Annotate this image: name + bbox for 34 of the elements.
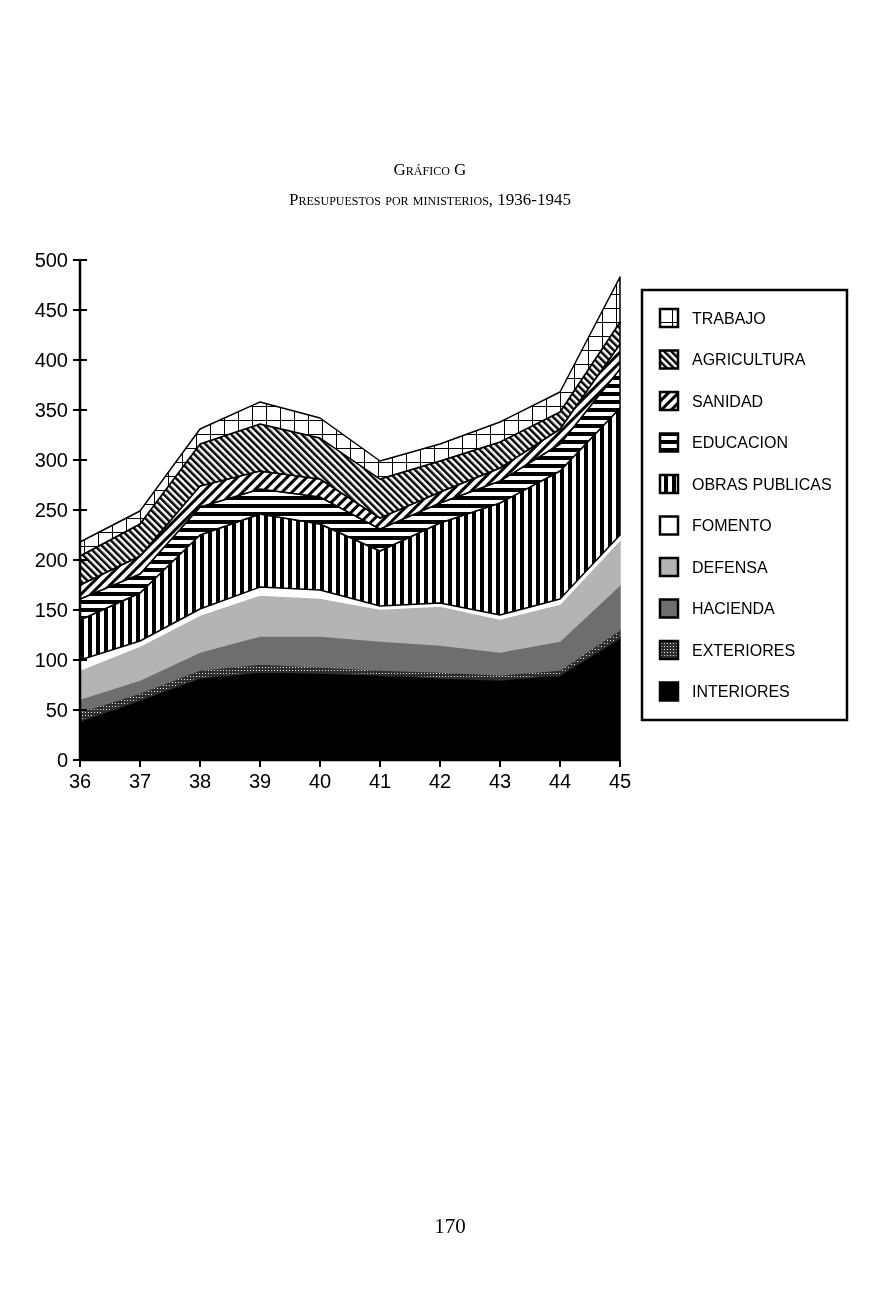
x-tick-label: 38 xyxy=(188,770,212,792)
text: 170 xyxy=(434,1214,466,1238)
x-tick-label: 37 xyxy=(128,770,152,792)
y-tick-label: 450 xyxy=(34,299,68,321)
x-tick-label: 36 xyxy=(68,770,92,792)
chart-subtitle: Presupuestos por ministerios, 1936-1945 xyxy=(289,190,571,209)
legend-label: AGRICULTURA xyxy=(692,351,806,369)
legend-label: EXTERIORES xyxy=(692,641,796,659)
chart-title: Gráfico G xyxy=(393,160,467,179)
legend-label: FOMENTO xyxy=(692,517,772,535)
y-tick-label: 300 xyxy=(34,449,68,471)
legend-label: OBRAS PUBLICAS xyxy=(692,475,832,493)
legend-label: SANIDAD xyxy=(692,392,764,410)
y-tick-label: 0 xyxy=(56,749,68,771)
x-tick-label: 39 xyxy=(248,770,272,792)
y-tick-label: 400 xyxy=(34,349,68,371)
x-tick-label: 44 xyxy=(548,770,572,792)
y-tick-label: 350 xyxy=(34,399,68,421)
x-tick-label: 42 xyxy=(428,770,452,792)
y-tick-label: 500 xyxy=(34,249,68,271)
legend-label: TRABAJO xyxy=(692,309,766,327)
legend-label: HACIENDA xyxy=(692,600,776,618)
legend-label: DEFENSA xyxy=(692,558,768,576)
y-tick-label: 200 xyxy=(34,549,68,571)
x-tick-label: 40 xyxy=(308,770,332,792)
y-tick-label: 100 xyxy=(34,649,68,671)
x-tick-label: 45 xyxy=(608,770,632,792)
legend-label: INTERIORES xyxy=(692,683,790,701)
x-tick-label: 41 xyxy=(368,770,392,792)
legend-label: EDUCACION xyxy=(692,434,789,452)
y-tick-label: 150 xyxy=(34,599,68,621)
y-tick-label: 250 xyxy=(34,499,68,521)
y-tick-label: 50 xyxy=(45,699,68,721)
x-tick-label: 43 xyxy=(488,770,512,792)
